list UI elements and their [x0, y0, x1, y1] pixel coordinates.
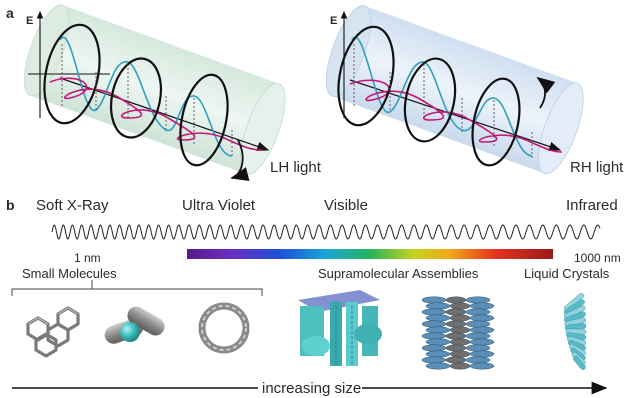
disc — [449, 350, 471, 358]
disc — [425, 302, 451, 310]
panel-a-left — [23, 4, 286, 182]
category-supramolecular: Supramolecular Assemblies — [318, 266, 479, 281]
panel-a-label: a — [6, 5, 14, 21]
small-molecules-bracket — [11, 280, 263, 296]
disc — [449, 326, 471, 334]
left-rotation-arrow — [230, 139, 250, 182]
disc — [445, 308, 467, 316]
disc — [469, 350, 495, 358]
region-visible: Visible — [324, 197, 368, 214]
disc — [449, 338, 471, 346]
assembly-teal-blocks — [298, 290, 382, 366]
category-small-molecules: Small Molecules — [22, 266, 117, 281]
left-blue-wave — [59, 36, 233, 157]
right-magenta-helix — [349, 79, 563, 153]
disc — [465, 308, 491, 316]
disc — [469, 314, 495, 322]
lc-mesogen — [573, 356, 586, 370]
disc — [421, 332, 447, 340]
disc — [425, 326, 451, 334]
right-ellipse-2 — [403, 57, 457, 143]
liquid-crystal-twist — [563, 293, 587, 370]
left-ellipse-1 — [43, 23, 101, 125]
molecule-helicene — [26, 306, 80, 358]
disc — [445, 320, 467, 328]
right-dotted-lines — [353, 44, 533, 158]
right-e-label: E — [330, 15, 337, 27]
disc — [449, 362, 471, 370]
rh-light-caption: RH light — [570, 159, 624, 176]
category-liquid-crystals: Liquid Crystals — [524, 266, 610, 281]
disc — [421, 308, 447, 316]
right-ellipse-1 — [337, 25, 395, 127]
disc — [449, 314, 471, 322]
disc — [445, 356, 467, 364]
disc — [425, 362, 451, 370]
disc — [465, 356, 491, 364]
disc — [445, 296, 467, 304]
left-e-label: E — [26, 15, 33, 27]
disc — [469, 362, 495, 370]
disc — [469, 326, 495, 334]
region-ultra-violet: Ultra Violet — [182, 197, 256, 214]
panel-b-label: b — [6, 197, 15, 213]
disc — [449, 302, 471, 310]
molecule-sphere-rods — [104, 306, 165, 344]
molecule-nanoring — [198, 302, 250, 354]
disc — [421, 320, 447, 328]
disc — [465, 344, 491, 352]
disc — [465, 296, 491, 304]
left-ellipse-2 — [109, 57, 163, 139]
region-soft-xray: Soft X-Ray — [36, 197, 109, 214]
assembly-disc-stack — [421, 296, 495, 370]
region-infrared: Infrared — [566, 197, 618, 214]
lh-light-caption: LH light — [270, 159, 322, 176]
disc — [421, 356, 447, 364]
disc — [465, 332, 491, 340]
disc — [469, 338, 495, 346]
disc — [469, 302, 495, 310]
disc — [425, 338, 451, 346]
visible-spectrum-bar — [187, 249, 553, 259]
increasing-size-label: increasing size — [262, 380, 361, 397]
disc — [445, 332, 467, 340]
disc — [465, 320, 491, 328]
disc — [425, 314, 451, 322]
disc — [425, 350, 451, 358]
panel-a-right — [325, 5, 584, 175]
right-rotation-arrow — [536, 76, 556, 109]
disc — [421, 344, 447, 352]
disc — [445, 344, 467, 352]
left-ellipse-3 — [179, 73, 229, 167]
left-cylinder — [23, 4, 286, 175]
right-ellipse-3 — [471, 77, 521, 167]
left-dotted-lines — [61, 44, 233, 158]
spectrum-wave — [51, 224, 601, 240]
right-blue-wave — [351, 36, 533, 157]
disc — [421, 296, 447, 304]
scale-min-label: 1 nm — [74, 251, 101, 265]
scale-max-label: 1000 nm — [574, 251, 621, 265]
left-magenta-helix — [49, 77, 263, 151]
